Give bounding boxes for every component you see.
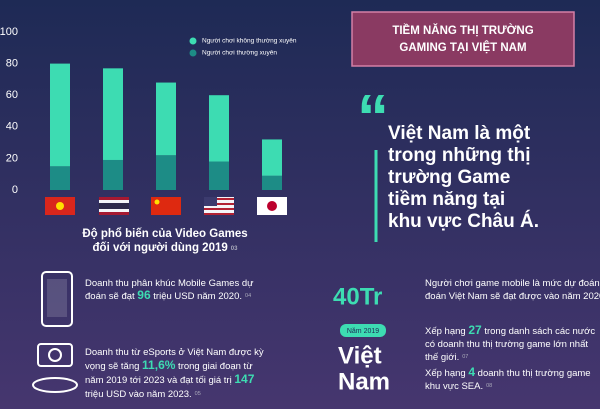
bar-segment xyxy=(50,166,70,190)
flag xyxy=(204,198,234,200)
legend-label: Người chơi thường xuyên xyxy=(202,50,277,57)
y-tick-label: 40 xyxy=(6,121,18,133)
footnote: 07 xyxy=(462,354,468,360)
stat-line: Người chơi game mobile là mức dự đoán xyxy=(425,278,600,289)
stat-text: thế giới. xyxy=(425,352,459,363)
stat-highlight: 11,6% xyxy=(142,358,176,372)
y-tick-label: 20 xyxy=(6,152,18,164)
footnote: 08 xyxy=(486,383,492,389)
stat-line: Doanh thu phân khúc Mobile Games dự xyxy=(85,278,254,289)
stat-text: trong giai đoạn từ xyxy=(175,361,253,372)
stat-line: thế giới. 07 xyxy=(425,352,468,363)
stat-text: Người chơi game mobile là mức dự đoán xyxy=(425,278,600,289)
stat-line: năm 2019 tới 2023 và đạt tối giá trị 147 xyxy=(85,372,255,386)
stat-line: triệu USD vào năm 2023. 05 xyxy=(85,389,201,400)
stat-text: có doanh thu thị trường game lớn nhất xyxy=(425,339,588,350)
flag xyxy=(204,197,217,206)
bar-segment xyxy=(156,155,176,190)
stat-line: Xếp hạng 27 trong danh sách các nước xyxy=(425,323,595,337)
bar-segment xyxy=(262,175,282,190)
header-title: GAMING TẠI VIỆT NAM xyxy=(399,41,526,54)
stat-text: triệu USD năm 2020. xyxy=(151,291,242,302)
stat-text: Xếp hạng xyxy=(425,368,468,379)
flag xyxy=(99,203,129,209)
big-figure: 40Tr xyxy=(333,283,382,310)
flag xyxy=(151,197,181,215)
y-tick-label: 80 xyxy=(6,58,18,70)
stat-text: năm 2019 tới 2023 và đạt tối giá trị xyxy=(85,375,234,386)
quote-mark: “ xyxy=(357,81,389,153)
badge-label: Năm 2019 xyxy=(347,328,379,335)
stat-line: đoán Việt Nam sẽ đạt được vào năm 2020.0… xyxy=(425,291,600,302)
flag-sun xyxy=(267,201,277,211)
quote-line: trường Game xyxy=(388,167,510,188)
country-name: Việt xyxy=(338,342,382,369)
stat-text: Xếp hạng xyxy=(425,326,468,337)
header-box xyxy=(351,11,575,67)
money-icon xyxy=(32,343,78,393)
stat-text: trong danh sách các nước xyxy=(482,326,596,337)
stat-line: vọng sẽ tăng 11,6% trong giai đoạn từ xyxy=(85,358,253,372)
y-tick-label: 100 xyxy=(0,26,18,38)
badge xyxy=(340,324,386,337)
stat-line: đoán sẽ đạt 96 triệu USD năm 2020. 04 xyxy=(85,288,251,302)
legend-label: Người chơi không thường xuyên xyxy=(202,38,297,45)
quote-line: Việt Nam là một xyxy=(388,123,531,144)
stat-text: Doanh thu từ eSports ở Việt Nam được kỳ xyxy=(85,347,264,358)
bar-segment xyxy=(209,95,229,162)
stat-text: vọng sẽ tăng xyxy=(85,361,142,372)
footnote: 03 xyxy=(231,246,238,252)
footnote: 04 xyxy=(245,293,251,299)
quote-line: trong những thị xyxy=(388,145,531,166)
y-tick-label: 60 xyxy=(6,89,18,101)
stat-line: có doanh thu thị trường game lớn nhất xyxy=(425,339,588,350)
flag xyxy=(204,203,234,205)
footnote: 05 xyxy=(195,391,201,397)
stat-highlight: 27 xyxy=(468,323,482,337)
chart-title: đối với người dùng 2019 03 xyxy=(93,242,239,254)
bar-segment xyxy=(209,161,229,190)
y-tick-label: 0 xyxy=(12,184,18,196)
flag xyxy=(204,208,234,210)
flag xyxy=(204,213,234,215)
flags xyxy=(45,197,287,215)
header-title: TIỀM NĂNG THỊ TRƯỜNG xyxy=(392,24,533,37)
legend-swatch xyxy=(189,37,197,45)
stat-text: khu vực SEA. xyxy=(425,381,483,392)
bar-segment xyxy=(103,68,123,160)
bar-segment xyxy=(156,82,176,156)
quote-line: tiềm năng tại xyxy=(388,189,505,210)
stat-text: doanh thu thị trường game xyxy=(475,368,591,379)
stat-text: đoán Việt Nam sẽ đạt được vào năm 2020. xyxy=(425,291,600,302)
stat-line: Xếp hạng 4 doanh thu thị trường game xyxy=(425,365,591,379)
stat-text: triệu USD vào năm 2023. xyxy=(85,389,192,400)
bar-segment xyxy=(50,63,70,167)
stat-line: khu vực SEA. 08 xyxy=(425,381,492,392)
bar-segment xyxy=(262,139,282,176)
stat-highlight: 96 xyxy=(137,288,151,302)
flag-star xyxy=(154,199,160,205)
stat-highlight: 4 xyxy=(468,365,475,379)
flag-star xyxy=(56,202,64,210)
legend-swatch xyxy=(189,49,197,57)
stat-text: Doanh thu phân khúc Mobile Games dự xyxy=(85,278,254,289)
bar-segment xyxy=(103,159,123,190)
quote-line: khu vực Châu Á. xyxy=(388,210,539,232)
stat-highlight: 147 xyxy=(234,372,254,386)
stat-text: đoán sẽ đạt xyxy=(85,291,137,302)
phone-icon xyxy=(41,271,73,327)
stat-line: Doanh thu từ eSports ở Việt Nam được kỳ xyxy=(85,347,264,358)
country-name: Nam xyxy=(338,368,390,395)
chart-title: Độ phổ biến của Video Games xyxy=(82,228,247,240)
